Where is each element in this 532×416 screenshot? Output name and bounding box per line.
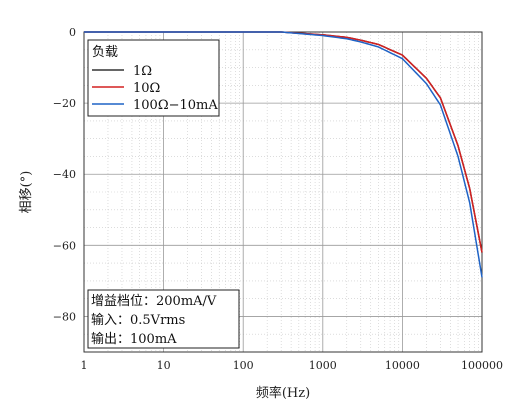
legend-label-1ohm: 1Ω — [133, 64, 152, 79]
legend-title: 负载 — [92, 45, 118, 60]
settings-annotation: 增益档位：200mA/V 输入：0.5Vrms 输出：100mA — [87, 289, 240, 349]
annotation-gain: 增益档位：200mA/V — [91, 294, 217, 309]
y-tick-label: −20 — [53, 97, 76, 110]
annotation-input: 输入：0.5Vrms — [91, 312, 185, 328]
annotation-box — [87, 289, 240, 349]
y-tick-label: −60 — [53, 239, 76, 252]
y-tick-label: −40 — [53, 168, 76, 181]
legend-label-100ohm: 100Ω−10mA — [133, 98, 218, 113]
y-axis-label: 相移(°) — [19, 171, 34, 214]
y-tick-labels: 0 −20 −40 −60 −80 — [53, 26, 76, 323]
x-tick-label: 100 — [233, 359, 254, 372]
y-tick-label: 0 — [69, 26, 76, 39]
legend-label-10ohm: 10Ω — [133, 81, 160, 96]
x-tick-label: 10 — [157, 359, 171, 372]
series-layer — [84, 31, 483, 278]
series-line-2 — [84, 31, 483, 278]
y-tick-label: −80 — [53, 310, 76, 323]
x-tick-labels: 1 10 100 1000 10000 100000 — [81, 359, 504, 372]
x-tick-label: 1 — [81, 359, 88, 372]
x-tick-label: 100000 — [461, 359, 503, 372]
x-axis-label: 频率(Hz) — [256, 385, 310, 401]
legend: 负载 1Ω 10Ω 100Ω−10mA — [87, 39, 220, 117]
x-tick-label: 1000 — [309, 359, 337, 372]
annotation-output: 输出：100mA — [91, 331, 177, 347]
x-tick-label: 10000 — [385, 359, 420, 372]
